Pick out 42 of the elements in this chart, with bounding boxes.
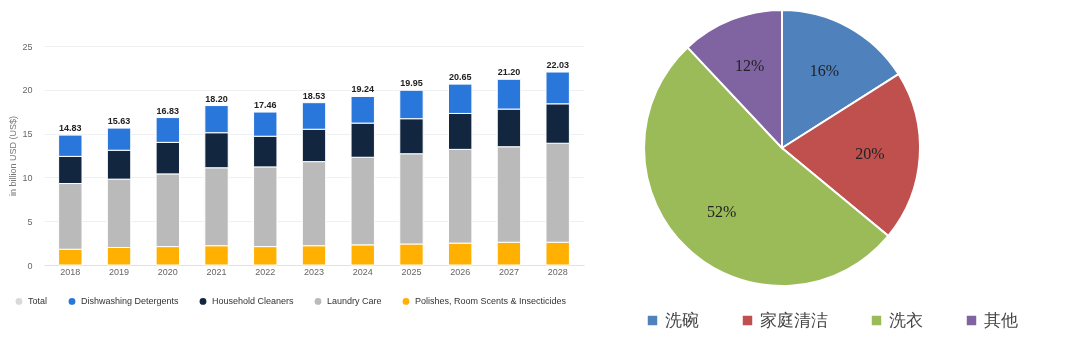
- legend-label: Total: [28, 296, 48, 307]
- legend-label: 洗碗: [665, 309, 699, 330]
- data-label: 16%: [809, 61, 840, 79]
- total-label: 15.63: [107, 116, 131, 127]
- total-label: 22.03: [546, 60, 569, 71]
- y-tick-label: 10: [22, 172, 33, 183]
- total-label: 19.95: [400, 78, 423, 89]
- x-tick-label: 2023: [303, 266, 325, 277]
- legend-label: Laundry Care: [327, 296, 382, 307]
- x-tick-label: 2024: [352, 266, 373, 277]
- legend-label: 家庭清洁: [760, 309, 828, 330]
- legend-label: Dishwashing Detergents: [81, 296, 180, 307]
- total-label: 17.46: [254, 100, 277, 111]
- x-tick-label: 2019: [109, 266, 130, 277]
- x-tick-label: 2022: [255, 266, 276, 277]
- y-tick-label: 20: [22, 85, 33, 96]
- total-label: 18.20: [205, 93, 228, 104]
- legend-label: Polishes, Room Scents & Insecticides: [415, 296, 567, 307]
- y-tick-label: 5: [27, 216, 33, 227]
- total-label: 16.83: [156, 105, 180, 116]
- x-tick-label: 2026: [450, 266, 471, 277]
- x-tick-label: 2025: [401, 266, 422, 277]
- y-axis-title: in billion USD (US$): [8, 115, 19, 197]
- total-label: 21.20: [497, 67, 521, 78]
- y-tick-label: 25: [22, 41, 33, 52]
- data-label: 52%: [707, 203, 737, 221]
- y-tick-label: 15: [22, 129, 33, 140]
- legend-label: 其他: [984, 309, 1018, 330]
- total-label: 19.24: [351, 84, 374, 95]
- y-tick-label: 0: [27, 260, 33, 271]
- x-tick-label: 2020: [157, 266, 178, 277]
- x-tick-label: 2018: [60, 266, 81, 277]
- total-label: 18.53: [302, 90, 326, 101]
- data-label: 12%: [734, 57, 765, 75]
- data-label: 20%: [855, 144, 885, 162]
- total-label: 14.83: [59, 123, 82, 134]
- total-label: 20.65: [448, 72, 472, 83]
- legend-label: Household Cleaners: [212, 296, 295, 307]
- x-tick-label: 2021: [206, 266, 227, 277]
- x-tick-label: 2027: [498, 266, 519, 277]
- legend-label: 洗衣: [889, 309, 923, 330]
- x-tick-label: 2028: [547, 266, 568, 277]
